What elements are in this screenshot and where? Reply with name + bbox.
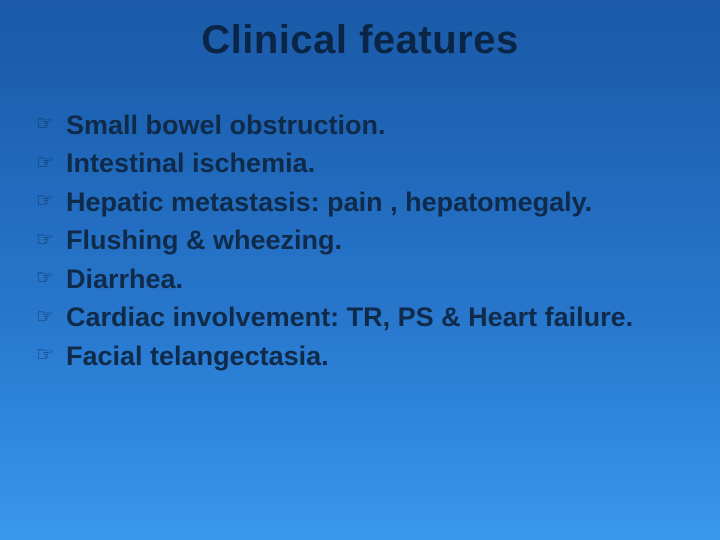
list-item: ☞ Cardiac involvement: TR, PS & Heart fa… [36, 299, 690, 335]
bullet-text: Intestinal ischemia. [66, 148, 315, 178]
bullet-list: ☞ Small bowel obstruction. ☞ Intestinal … [30, 107, 690, 374]
bullet-text: Diarrhea. [66, 264, 183, 294]
hand-point-icon: ☞ [36, 265, 54, 292]
bullet-text: Hepatic metastasis: pain , hepatomegaly. [66, 187, 592, 217]
bullet-text: Facial telangectasia. [66, 341, 329, 371]
list-item: ☞ Small bowel obstruction. [36, 107, 690, 143]
list-item: ☞ Intestinal ischemia. [36, 145, 690, 181]
list-item: ☞ Diarrhea. [36, 261, 690, 297]
hand-point-icon: ☞ [36, 227, 54, 254]
hand-point-icon: ☞ [36, 304, 54, 331]
list-item: ☞ Facial telangectasia. [36, 338, 690, 374]
bullet-text: Flushing & wheezing. [66, 225, 342, 255]
bullet-text: Small bowel obstruction. [66, 110, 386, 140]
presentation-slide: Clinical features ☞ Small bowel obstruct… [0, 0, 720, 540]
hand-point-icon: ☞ [36, 150, 54, 177]
bullet-text: Cardiac involvement: TR, PS & Heart fail… [66, 302, 633, 332]
hand-point-icon: ☞ [36, 111, 54, 138]
slide-title: Clinical features [30, 18, 690, 63]
list-item: ☞ Hepatic metastasis: pain , hepatomegal… [36, 184, 690, 220]
hand-point-icon: ☞ [36, 342, 54, 369]
list-item: ☞ Flushing & wheezing. [36, 222, 690, 258]
hand-point-icon: ☞ [36, 188, 54, 215]
